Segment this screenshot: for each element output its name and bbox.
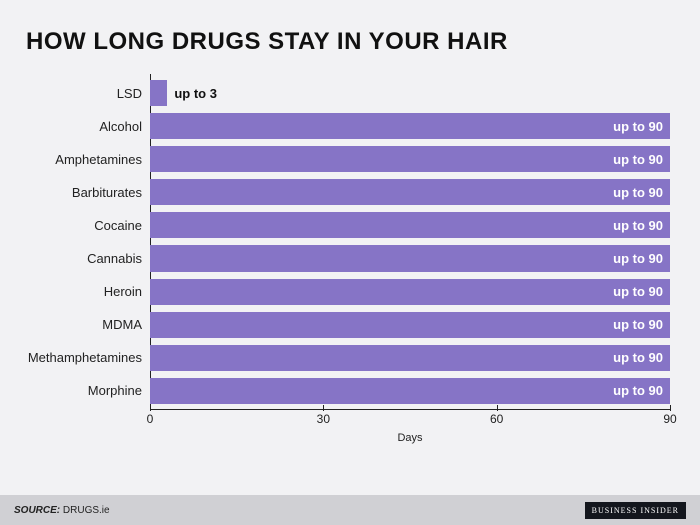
bar-value-label: up to 90 xyxy=(613,152,663,167)
x-tick-label: 0 xyxy=(147,412,154,426)
chart-area: LSDup to 3 Alcoholup to 90 Amphetaminesup … xyxy=(150,74,670,444)
category-label: LSD xyxy=(26,86,150,101)
bar-row: Heroinup to 90 xyxy=(150,279,670,305)
category-label: MDMA xyxy=(26,317,150,332)
bar-value-label: up to 90 xyxy=(613,119,663,134)
bar-row: Methamphetaminesup to 90 xyxy=(150,345,670,371)
x-axis-label: Days xyxy=(397,432,422,444)
bar-value-label: up to 90 xyxy=(613,317,663,332)
bar: up to 90 xyxy=(150,113,670,139)
bar-row: Alcoholup to 90 xyxy=(150,113,670,139)
bar-value-label: up to 90 xyxy=(613,185,663,200)
bar: up to 90 xyxy=(150,279,670,305)
category-label: Methamphetamines xyxy=(26,350,150,365)
chart-title: HOW LONG DRUGS STAY IN YOUR HAIR xyxy=(26,28,674,56)
category-label: Alcohol xyxy=(26,119,150,134)
bar-row: Morphineup to 90 xyxy=(150,378,670,404)
bar-row: MDMAup to 90 xyxy=(150,312,670,338)
x-tick-mark xyxy=(323,405,324,411)
category-label: Cannabis xyxy=(26,251,150,266)
bar-row: Barbituratesup to 90 xyxy=(150,179,670,205)
bar-value-label: up to 90 xyxy=(613,383,663,398)
bar: up to 90 xyxy=(150,146,670,172)
source-text: SOURCE: DRUGS.ie xyxy=(14,505,110,516)
bar-row: Amphetaminesup to 90 xyxy=(150,146,670,172)
bar-rows: LSDup to 3 Alcoholup to 90 Amphetaminesup … xyxy=(150,80,670,404)
bar: up to 90 xyxy=(150,179,670,205)
x-tick-mark xyxy=(150,405,151,411)
x-tick-label: 60 xyxy=(490,412,503,426)
bar: up to 90 xyxy=(150,378,670,404)
bar: up to 90 xyxy=(150,212,670,238)
source-prefix: SOURCE: xyxy=(14,505,60,516)
bar-value-label: up to 3 xyxy=(167,86,217,101)
category-label: Barbiturates xyxy=(26,185,150,200)
bar: up to 3 xyxy=(150,80,167,106)
bar-row: Cocaineup to 90 xyxy=(150,212,670,238)
bar: up to 90 xyxy=(150,312,670,338)
category-label: Heroin xyxy=(26,284,150,299)
brand-badge: BUSINESS INSIDER xyxy=(585,502,686,519)
category-label: Morphine xyxy=(26,383,150,398)
category-label: Cocaine xyxy=(26,218,150,233)
bar-value-label: up to 90 xyxy=(613,350,663,365)
footer: SOURCE: DRUGS.ie BUSINESS INSIDER xyxy=(0,495,700,525)
category-label: Amphetamines xyxy=(26,152,150,167)
x-tick-label: 30 xyxy=(317,412,330,426)
x-tick-mark xyxy=(497,405,498,411)
bar-value-label: up to 90 xyxy=(613,218,663,233)
bar-row: LSDup to 3 xyxy=(150,80,670,106)
bar: up to 90 xyxy=(150,345,670,371)
bar: up to 90 xyxy=(150,245,670,271)
bar-value-label: up to 90 xyxy=(613,251,663,266)
x-tick-mark xyxy=(670,405,671,411)
source-name: DRUGS.ie xyxy=(63,505,110,516)
bar-value-label: up to 90 xyxy=(613,284,663,299)
x-tick-label: 90 xyxy=(663,412,676,426)
bar-row: Cannabisup to 90 xyxy=(150,245,670,271)
